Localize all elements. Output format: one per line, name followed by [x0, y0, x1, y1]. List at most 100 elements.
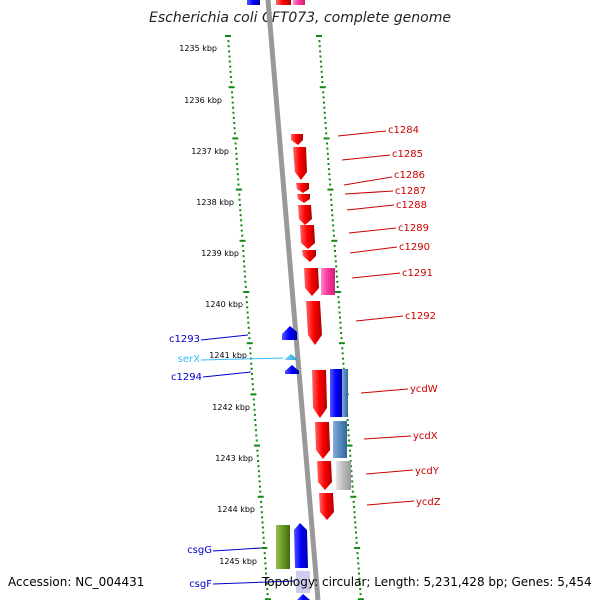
gene-labels-right: c1284 c1285 c1286 c1287 c1288 c1289 c129…: [337, 125, 441, 508]
tick-label-1240: 1240 kbp: [205, 300, 243, 309]
left-minor-tick: [233, 122, 236, 124]
right-major-tick: [331, 239, 338, 242]
gene-label-serX: serX: [178, 354, 200, 365]
left-minor-tick: [243, 260, 245, 263]
right-minor-tick: [334, 260, 337, 263]
left-major-tick: [232, 137, 239, 140]
right-minor-tick: [347, 424, 349, 427]
left-minor-tick: [237, 178, 240, 181]
gene-label-c1291: c1291: [402, 268, 433, 279]
left-minor-tick: [246, 306, 249, 309]
callout-line-ycdX: [363, 435, 412, 440]
left-major-tick: [239, 239, 246, 242]
gene-c1287-arrow: [297, 194, 310, 203]
gene-c1289-arrow: [300, 225, 315, 249]
right-minor-tick: [336, 280, 339, 283]
callout-line-c1287: [344, 190, 394, 195]
left-minor-tick: [242, 255, 245, 258]
callout-line-ycdW: [360, 388, 409, 394]
callout-line-ycdZ: [366, 500, 415, 506]
gene-top-red: [276, 0, 291, 5]
right-minor-tick: [334, 250, 336, 252]
right-minor-tick: [355, 536, 358, 539]
left-minor-tick: [261, 521, 264, 524]
left-minor-tick: [248, 337, 251, 340]
right-minor-tick: [319, 55, 322, 58]
left-minor-tick: [264, 567, 267, 570]
right-major-tick: [357, 598, 364, 600]
right-minor-tick: [359, 593, 362, 596]
left-major-tick: [225, 35, 231, 37]
gene-label-c1285: c1285: [392, 149, 423, 160]
left-minor-tick: [228, 60, 231, 63]
right-minor-tick: [329, 183, 332, 186]
callout-line-c1292: [355, 315, 404, 322]
right-minor-tick: [321, 81, 324, 84]
accession-label: Accession: NC_004431: [8, 575, 145, 589]
left-minor-tick: [243, 265, 246, 268]
gene-c1285-arrow: [293, 147, 307, 180]
left-minor-tick: [260, 506, 263, 508]
left-major-tick: [254, 444, 260, 447]
scale-ticks-right: [316, 35, 364, 600]
gene-c1291-arrow: [304, 268, 319, 296]
left-minor-tick: [242, 250, 245, 252]
gene-label-ycdZ: ycdZ: [416, 497, 441, 508]
right-minor-tick: [329, 193, 332, 196]
right-minor-tick: [328, 173, 331, 176]
left-minor-tick: [256, 454, 259, 457]
right-minor-tick: [331, 219, 334, 222]
right-minor-tick: [355, 541, 358, 544]
right-minor-tick: [331, 209, 333, 212]
left-minor-tick: [247, 321, 250, 324]
left-minor-tick: [263, 552, 266, 555]
right-minor-tick: [322, 96, 325, 99]
right-minor-tick: [351, 485, 354, 488]
callout-line-c1284: [337, 130, 387, 137]
right-minor-tick: [341, 347, 344, 350]
left-minor-tick: [251, 383, 254, 386]
right-minor-tick: [354, 526, 357, 529]
tick-label-1236: 1236 kbp: [184, 96, 222, 105]
gene-top-blue: [247, 0, 260, 5]
left-minor-tick: [261, 516, 264, 519]
right-minor-tick: [323, 111, 326, 114]
left-minor-tick: [234, 142, 237, 145]
left-minor-tick: [247, 316, 249, 319]
left-minor-tick: [229, 76, 232, 78]
callout-line-c1288: [346, 204, 395, 211]
gene-ycdZ-arrow: [319, 493, 334, 520]
left-minor-tick: [237, 183, 240, 186]
left-minor-tick: [260, 500, 262, 503]
gene-label-c1292: c1292: [405, 311, 436, 322]
left-minor-tick: [252, 398, 255, 401]
tick-label-1242: 1242 kbp: [212, 403, 250, 412]
gene-ycdY-arrow: [317, 461, 332, 490]
gene-label-csgF: csgF: [189, 579, 212, 590]
left-minor-tick: [260, 511, 263, 514]
right-minor-tick: [327, 157, 330, 160]
right-minor-tick: [325, 132, 328, 135]
left-minor-tick: [245, 301, 248, 304]
right-minor-tick: [335, 275, 338, 278]
callout-line-c1289: [348, 227, 397, 234]
left-minor-tick: [239, 209, 242, 212]
right-major-tick: [316, 35, 322, 37]
right-minor-tick: [333, 244, 336, 247]
gene-csgF-faint: [296, 571, 310, 593]
left-minor-tick: [252, 388, 255, 391]
right-minor-tick: [318, 40, 321, 43]
tick-label-1238: 1238 kbp: [196, 198, 234, 207]
left-minor-tick: [244, 285, 247, 288]
left-minor-tick: [259, 485, 261, 488]
left-minor-tick: [259, 490, 262, 493]
right-minor-tick: [353, 511, 356, 514]
right-minor-tick: [351, 490, 354, 493]
right-minor-tick: [320, 65, 323, 68]
left-minor-tick: [239, 204, 241, 206]
callout-line-c1291: [351, 272, 401, 279]
right-minor-tick: [328, 178, 331, 181]
left-minor-tick: [261, 526, 264, 529]
left-minor-tick: [257, 465, 260, 468]
right-minor-tick: [354, 521, 357, 524]
